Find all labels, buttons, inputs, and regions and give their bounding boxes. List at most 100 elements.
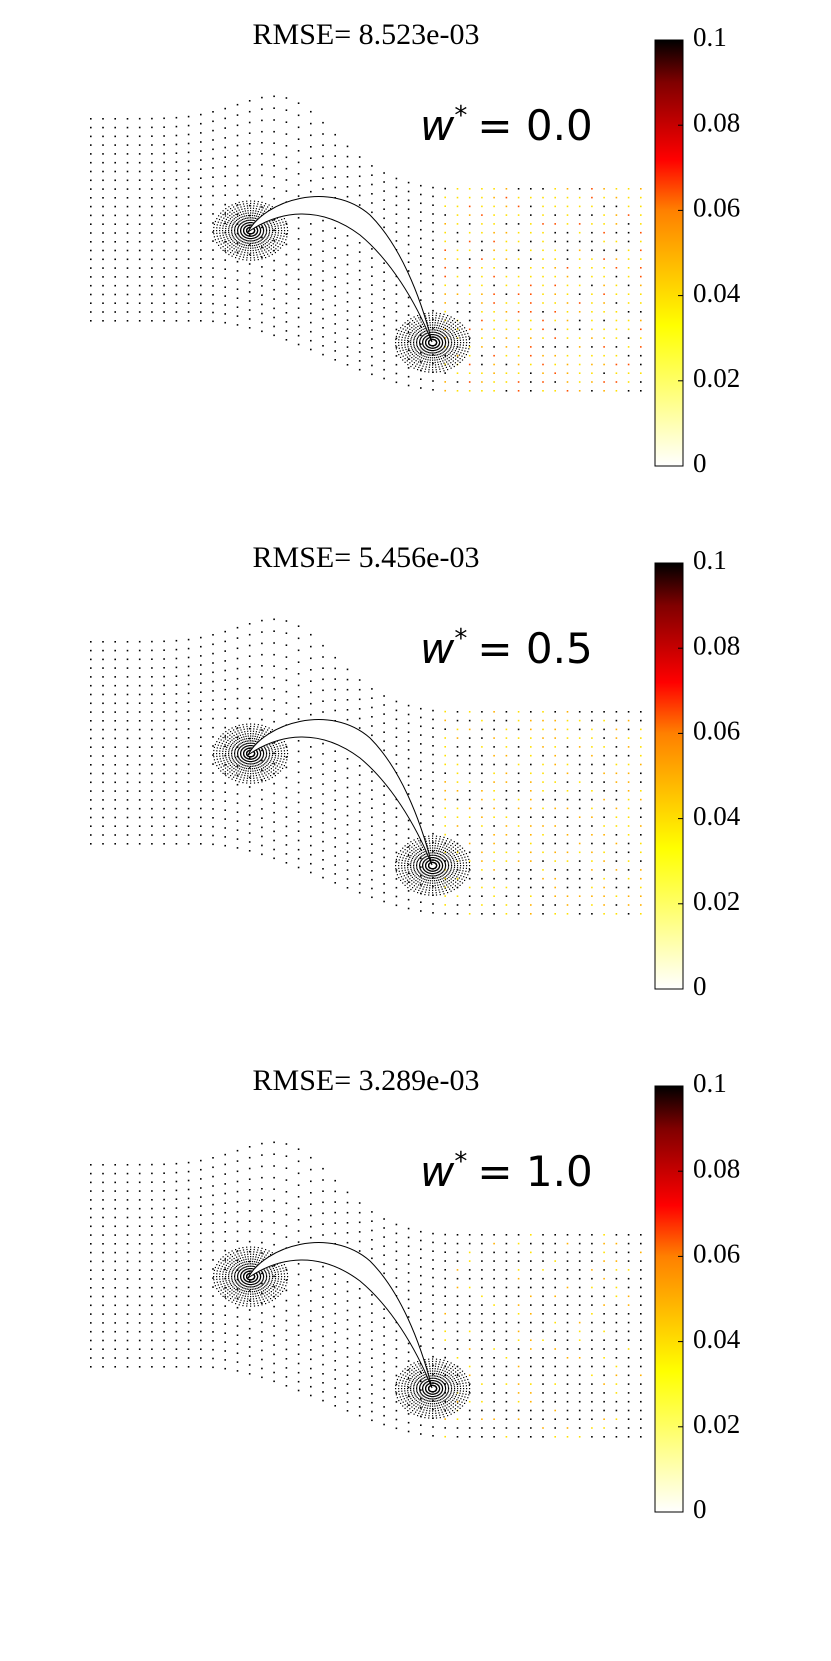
mesh-point bbox=[244, 210, 246, 212]
mesh-point bbox=[456, 346, 458, 348]
mesh-point bbox=[435, 869, 437, 871]
mesh-point bbox=[542, 807, 544, 810]
mesh-point bbox=[435, 894, 438, 896]
mesh-point bbox=[220, 745, 222, 747]
mesh-point bbox=[254, 242, 257, 244]
mesh-point bbox=[243, 221, 245, 223]
mesh-point bbox=[250, 775, 252, 777]
mesh-point bbox=[187, 790, 190, 792]
mesh-point bbox=[268, 243, 270, 245]
mesh-point bbox=[435, 346, 437, 348]
mesh-point bbox=[430, 329, 432, 331]
mesh-point bbox=[591, 711, 593, 713]
mesh-point bbox=[444, 728, 446, 730]
mesh-point bbox=[615, 337, 618, 339]
mesh-point bbox=[566, 381, 569, 383]
mesh-point bbox=[438, 840, 440, 842]
mesh-point bbox=[517, 825, 520, 827]
mesh-point bbox=[239, 236, 241, 238]
mesh-point bbox=[224, 736, 226, 738]
mesh-point bbox=[90, 223, 92, 225]
mesh-point bbox=[262, 754, 265, 756]
mesh-point bbox=[603, 319, 605, 322]
mesh-point bbox=[402, 847, 404, 849]
mesh-point bbox=[640, 895, 642, 897]
mesh-point bbox=[424, 330, 426, 333]
mesh-point bbox=[310, 633, 312, 636]
mesh-point bbox=[442, 874, 444, 876]
mesh-point bbox=[236, 727, 239, 729]
mesh-point bbox=[428, 354, 430, 356]
mesh-point bbox=[231, 204, 233, 206]
mesh-point bbox=[229, 764, 231, 766]
mesh-point bbox=[334, 266, 336, 269]
mesh-point bbox=[383, 333, 385, 336]
mesh-point bbox=[246, 239, 248, 242]
mesh-point bbox=[285, 786, 288, 789]
mesh-point bbox=[274, 775, 276, 777]
mesh-point bbox=[255, 731, 257, 733]
mesh-point bbox=[230, 221, 233, 223]
mesh-point bbox=[640, 798, 642, 801]
mesh-point bbox=[231, 209, 233, 212]
mesh-point bbox=[464, 873, 466, 875]
mesh-point bbox=[413, 868, 415, 870]
mesh-point bbox=[398, 342, 400, 344]
mesh-point bbox=[426, 871, 428, 873]
mesh-point bbox=[407, 181, 410, 184]
mesh-point bbox=[437, 843, 439, 845]
mesh-point bbox=[481, 781, 483, 783]
mesh-point bbox=[276, 242, 278, 244]
mesh-point bbox=[468, 231, 471, 234]
mesh-point bbox=[442, 890, 444, 893]
mesh-point bbox=[282, 221, 284, 223]
mesh-point bbox=[297, 857, 300, 860]
mesh-point bbox=[138, 658, 141, 661]
mesh-point bbox=[260, 759, 262, 761]
mesh-point bbox=[102, 161, 104, 164]
mesh-point bbox=[233, 248, 235, 250]
mesh-point bbox=[243, 235, 245, 238]
mesh-point bbox=[257, 758, 259, 760]
mesh-point bbox=[267, 223, 269, 225]
mesh-point bbox=[283, 758, 285, 760]
mesh-point bbox=[163, 693, 165, 695]
mesh-point bbox=[261, 209, 263, 211]
mesh-point bbox=[412, 843, 414, 845]
mesh-point bbox=[261, 781, 263, 783]
mesh-point bbox=[248, 804, 251, 807]
mesh-point bbox=[262, 764, 264, 766]
mesh-point bbox=[627, 754, 630, 757]
mesh-point bbox=[627, 842, 630, 845]
mesh-point bbox=[640, 390, 642, 392]
mesh-point bbox=[410, 841, 412, 843]
mesh-point bbox=[420, 743, 422, 745]
mesh-point bbox=[151, 658, 153, 660]
mesh-point bbox=[542, 869, 544, 871]
mesh-point bbox=[237, 753, 239, 755]
mesh-point bbox=[428, 879, 430, 882]
mesh-point bbox=[238, 781, 240, 783]
mesh-point bbox=[200, 275, 202, 278]
mesh-point bbox=[358, 288, 361, 290]
mesh-point bbox=[247, 222, 250, 224]
mesh-point bbox=[334, 873, 336, 875]
mesh-point bbox=[249, 758, 251, 760]
mesh-point bbox=[224, 743, 226, 746]
mesh-point bbox=[640, 825, 642, 827]
mesh-point bbox=[273, 839, 275, 842]
mesh-point bbox=[271, 754, 274, 756]
mesh-point bbox=[422, 331, 424, 333]
mesh-point bbox=[234, 251, 236, 253]
mesh-point bbox=[419, 847, 421, 849]
mesh-point bbox=[212, 772, 214, 774]
mesh-point bbox=[286, 226, 288, 229]
mesh-point bbox=[448, 360, 450, 362]
mesh-point bbox=[451, 873, 453, 875]
mesh-point bbox=[254, 237, 256, 239]
mesh-point bbox=[452, 360, 454, 362]
mesh-point bbox=[247, 735, 249, 737]
mesh-point bbox=[407, 793, 410, 795]
mesh-point bbox=[450, 338, 452, 340]
mesh-point bbox=[432, 362, 434, 365]
